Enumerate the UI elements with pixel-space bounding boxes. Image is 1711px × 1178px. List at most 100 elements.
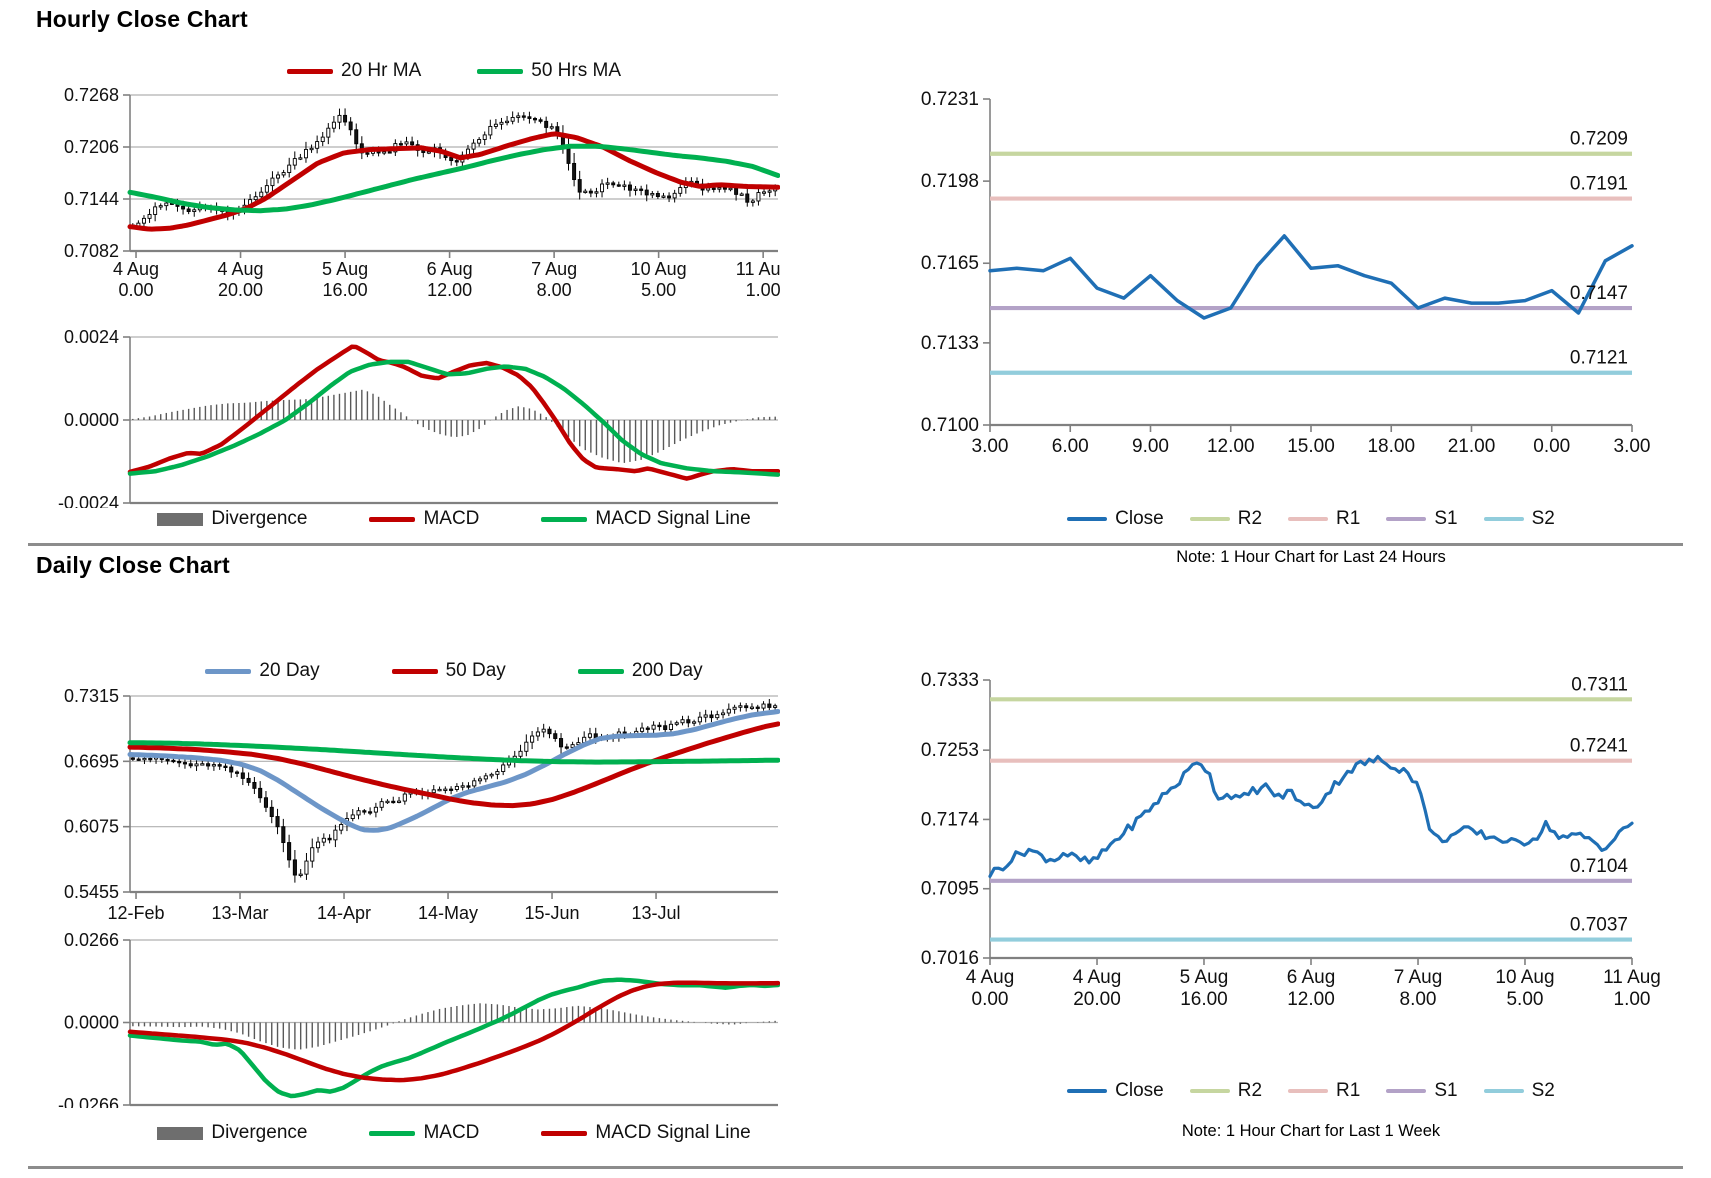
svg-text:1.00: 1.00 bbox=[746, 280, 780, 300]
svg-text:20.00: 20.00 bbox=[218, 280, 263, 300]
svg-text:5.00: 5.00 bbox=[1506, 989, 1543, 1010]
svg-text:0.7144: 0.7144 bbox=[64, 189, 119, 209]
legend-item: S1 bbox=[1386, 508, 1458, 530]
weekly-pivot-legend: Close R2 R1 S1 S2 bbox=[990, 1080, 1632, 1102]
legend-swatch-line bbox=[1189, 1089, 1230, 1093]
svg-text:0.0024: 0.0024 bbox=[64, 328, 119, 347]
legend-item: R1 bbox=[1288, 1080, 1360, 1102]
svg-text:0.7268: 0.7268 bbox=[64, 85, 119, 105]
svg-text:6.00: 6.00 bbox=[1052, 436, 1089, 457]
legend-swatch-line bbox=[541, 1130, 588, 1136]
svg-text:8.00: 8.00 bbox=[1400, 989, 1437, 1010]
daily-candlestick-chart: 0.7315 0.6695 0.6075 0.5455 12-Feb 13-Mar 14-A… bbox=[0, 686, 781, 931]
legend-item: 200 Day bbox=[577, 660, 703, 682]
svg-text:0.7147: 0.7147 bbox=[1570, 283, 1628, 304]
hourly-section-title: Hourly Close Chart bbox=[36, 6, 248, 32]
svg-text:0.7333: 0.7333 bbox=[921, 670, 979, 691]
legend-item: R2 bbox=[1189, 508, 1263, 530]
hourly-pivot-note: Note: 1 Hour Chart for Last 24 Hours bbox=[1176, 548, 1446, 566]
hourly-macd-chart: 0.0024 0.0000 -0.0024 bbox=[0, 327, 781, 513]
svg-text:12.00: 12.00 bbox=[427, 280, 472, 300]
svg-text:18.00: 18.00 bbox=[1367, 436, 1415, 457]
legend-item: Close bbox=[1067, 508, 1164, 530]
svg-text:0.0000: 0.0000 bbox=[64, 1013, 119, 1033]
svg-text:6 Aug: 6 Aug bbox=[1287, 967, 1336, 988]
legend-label: MACD bbox=[423, 1122, 480, 1143]
legend-swatch-line bbox=[205, 668, 252, 674]
svg-text:9.00: 9.00 bbox=[1132, 436, 1169, 457]
svg-text:11 Aug: 11 Aug bbox=[1603, 967, 1661, 988]
legend-label: S1 bbox=[1434, 1080, 1458, 1101]
svg-text:12.00: 12.00 bbox=[1287, 989, 1335, 1010]
legend-swatch-bar bbox=[157, 1126, 204, 1140]
svg-text:0.00: 0.00 bbox=[1533, 436, 1570, 457]
legend-item: Divergence bbox=[157, 508, 307, 530]
svg-text:0.7104: 0.7104 bbox=[1570, 856, 1629, 877]
legend-label: 20 Hr MA bbox=[341, 60, 422, 81]
svg-text:21.00: 21.00 bbox=[1448, 436, 1496, 457]
svg-text:0.7209: 0.7209 bbox=[1570, 129, 1628, 150]
svg-text:7 Aug: 7 Aug bbox=[1394, 967, 1443, 988]
svg-text:0.7037: 0.7037 bbox=[1570, 915, 1628, 936]
daily-macd-chart: 0.0266 0.0000 -0.0266 bbox=[0, 930, 781, 1115]
svg-text:4 Aug: 4 Aug bbox=[113, 259, 159, 279]
legend-swatch-line bbox=[1067, 517, 1108, 521]
hourly-pivot-chart: 0.7231 0.7198 0.7165 0.7133 0.7100 3.00 6.00 9.… bbox=[790, 56, 1711, 491]
svg-text:0.7206: 0.7206 bbox=[64, 137, 119, 157]
daily-section-title: Daily Close Chart bbox=[36, 552, 230, 578]
svg-text:6 Aug: 6 Aug bbox=[427, 259, 473, 279]
svg-text:-0.0024: -0.0024 bbox=[58, 493, 119, 508]
legend-label: MACD Signal Line bbox=[595, 508, 751, 529]
legend-swatch-line bbox=[1386, 1089, 1427, 1093]
legend-item: S2 bbox=[1483, 508, 1555, 530]
legend-label: 50 Hrs MA bbox=[531, 60, 621, 81]
svg-text:0.7095: 0.7095 bbox=[921, 879, 979, 900]
legend-label: Close bbox=[1115, 1080, 1164, 1101]
svg-text:5 Aug: 5 Aug bbox=[1180, 967, 1229, 988]
legend-item: 50 Hrs MA bbox=[477, 60, 621, 82]
svg-text:4 Aug: 4 Aug bbox=[1073, 967, 1122, 988]
weekly-pivot-chart: 0.7333 0.7253 0.7174 0.7095 0.7016 4 Aug 0.00 4… bbox=[790, 634, 1711, 1039]
svg-text:1.00: 1.00 bbox=[1614, 989, 1651, 1010]
legend-label: Close bbox=[1115, 508, 1164, 529]
hourly-macd-legend: Divergence MACD MACD Signal Line bbox=[130, 508, 778, 530]
legend-swatch-line bbox=[391, 668, 438, 674]
legend-item: 20 Day bbox=[205, 660, 320, 682]
legend-swatch-line bbox=[1189, 517, 1230, 521]
svg-text:0.6695: 0.6695 bbox=[64, 751, 119, 771]
svg-text:0.0266: 0.0266 bbox=[64, 930, 119, 950]
svg-text:3.00: 3.00 bbox=[1614, 436, 1651, 457]
weekly-pivot-note: Note: 1 Hour Chart for Last 1 Week bbox=[1181, 1122, 1441, 1140]
legend-swatch-line bbox=[1483, 517, 1524, 521]
legend-swatch-line bbox=[287, 68, 333, 74]
section-divider bbox=[28, 543, 1683, 546]
legend-label: R2 bbox=[1237, 508, 1263, 529]
svg-text:14-Apr: 14-Apr bbox=[317, 903, 371, 923]
svg-text:0.7133: 0.7133 bbox=[921, 333, 979, 354]
legend-item: Divergence bbox=[157, 1122, 307, 1144]
legend-item: 20 Hr MA bbox=[287, 60, 421, 82]
legend-swatch-line bbox=[477, 68, 524, 74]
legend-swatch-line bbox=[369, 1130, 416, 1136]
svg-text:13-Jul: 13-Jul bbox=[632, 903, 681, 923]
svg-text:0.7231: 0.7231 bbox=[921, 89, 979, 110]
svg-text:16.00: 16.00 bbox=[323, 280, 368, 300]
bottom-divider bbox=[28, 1166, 1683, 1169]
svg-text:0.7198: 0.7198 bbox=[921, 171, 979, 192]
svg-text:0.00: 0.00 bbox=[972, 989, 1009, 1010]
legend-swatch-bar bbox=[157, 512, 204, 526]
legend-label: R2 bbox=[1237, 1080, 1263, 1101]
svg-text:0.7253: 0.7253 bbox=[921, 740, 979, 761]
svg-text:0.7165: 0.7165 bbox=[921, 253, 979, 274]
svg-text:15.00: 15.00 bbox=[1287, 436, 1335, 457]
svg-text:0.7311: 0.7311 bbox=[1571, 674, 1628, 695]
legend-item: R2 bbox=[1189, 1080, 1263, 1102]
svg-text:20.00: 20.00 bbox=[1073, 989, 1121, 1010]
svg-text:15-Jun: 15-Jun bbox=[525, 903, 580, 923]
svg-text:7 Aug: 7 Aug bbox=[531, 259, 577, 279]
svg-text:11 Aug: 11 Aug bbox=[736, 259, 780, 279]
daily-candle-legend: 20 Day 50 Day 200 Day bbox=[130, 660, 778, 682]
legend-label: S2 bbox=[1531, 508, 1555, 529]
svg-text:0.7121: 0.7121 bbox=[1570, 348, 1628, 369]
svg-text:0.7241: 0.7241 bbox=[1570, 736, 1628, 757]
